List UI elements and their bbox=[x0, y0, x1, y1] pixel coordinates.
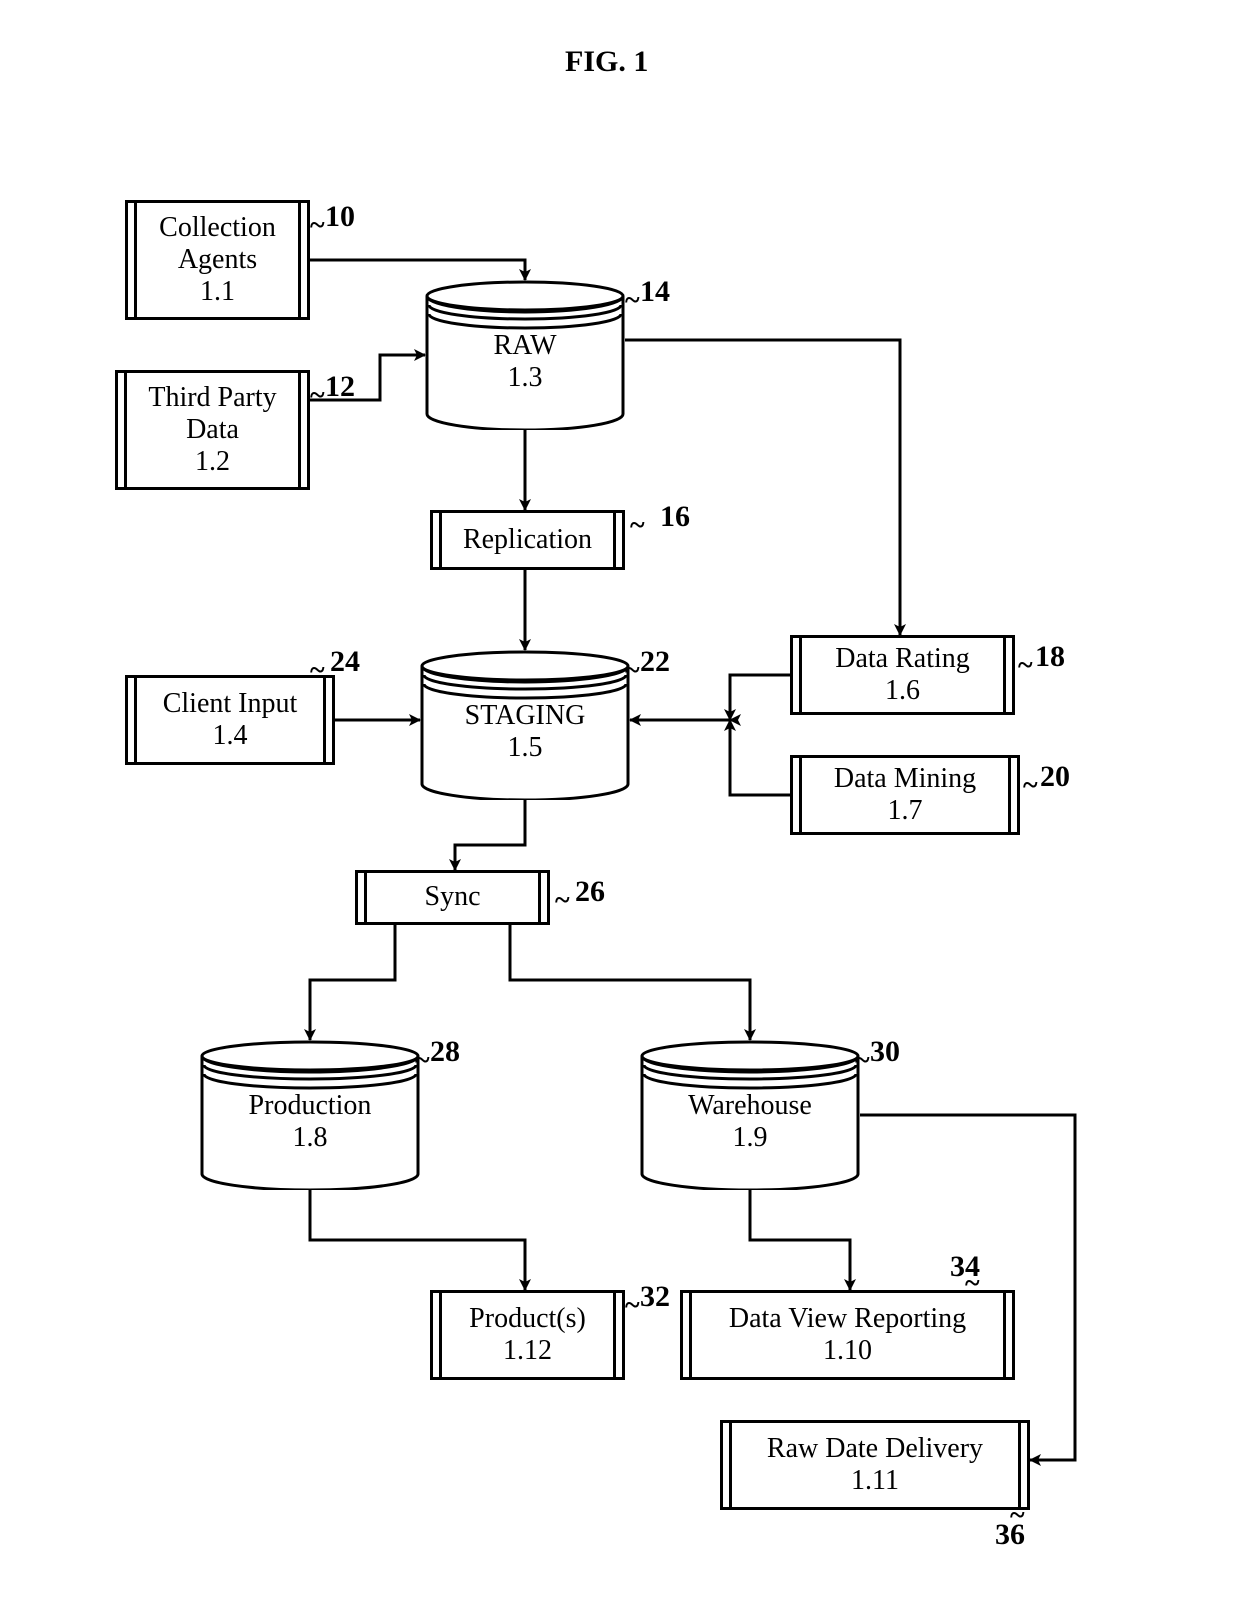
node-raw: RAW1.3 bbox=[425, 280, 625, 430]
node-collection-sub: 1.1 bbox=[200, 276, 235, 308]
node-warehouse-sub: 1.9 bbox=[640, 1122, 860, 1154]
ref-mark-products: ~ bbox=[625, 1290, 640, 1322]
node-warehouse-label: Warehouse bbox=[640, 1090, 860, 1122]
ref-products: 32 bbox=[640, 1280, 670, 1314]
node-datarating: Data Rating1.6 bbox=[790, 635, 1015, 715]
node-production: Production1.8 bbox=[200, 1040, 420, 1190]
node-production-sub: 1.8 bbox=[200, 1122, 420, 1154]
ref-replication: 16 bbox=[660, 500, 690, 534]
node-products-sub: 1.12 bbox=[503, 1335, 552, 1367]
ref-mark-rawdelivery: ~ bbox=[1010, 1500, 1025, 1532]
node-rawdelivery: Raw Date Delivery1.11 bbox=[720, 1420, 1030, 1510]
node-thirdparty-label: Third Party bbox=[148, 382, 276, 414]
node-datarating-sub: 1.6 bbox=[885, 675, 920, 707]
node-warehouse: Warehouse1.9 bbox=[640, 1040, 860, 1190]
ref-mark-staging: ~ bbox=[625, 655, 640, 687]
node-raw-label: RAW bbox=[425, 330, 625, 362]
node-thirdparty-sub: 1.2 bbox=[195, 446, 230, 478]
node-rawdelivery-label: Raw Date Delivery bbox=[767, 1433, 983, 1465]
node-products-label: Product(s) bbox=[469, 1303, 586, 1335]
ref-mark-dataview: ~ bbox=[965, 1268, 980, 1300]
ref-mark-sync: ~ bbox=[555, 885, 570, 917]
node-raw-sub: 1.3 bbox=[425, 362, 625, 394]
ref-raw: 14 bbox=[640, 275, 670, 309]
node-datamining: Data Mining1.7 bbox=[790, 755, 1020, 835]
node-staging: STAGING1.5 bbox=[420, 650, 630, 800]
node-thirdparty-label2: Data bbox=[186, 414, 239, 446]
node-datarating-label: Data Rating bbox=[835, 643, 970, 675]
node-datamining-label: Data Mining bbox=[834, 763, 976, 795]
node-datamining-sub: 1.7 bbox=[888, 795, 923, 827]
node-dataview-label: Data View Reporting bbox=[729, 1303, 966, 1335]
ref-production: 28 bbox=[430, 1035, 460, 1069]
node-collection-label: Collection bbox=[159, 212, 276, 244]
node-thirdparty: Third PartyData1.2 bbox=[115, 370, 310, 490]
ref-sync: 26 bbox=[575, 875, 605, 909]
ref-mark-raw: ~ bbox=[625, 285, 640, 317]
node-collection-label2: Agents bbox=[178, 244, 257, 276]
ref-collection: 10 bbox=[325, 200, 355, 234]
node-collection: CollectionAgents1.1 bbox=[125, 200, 310, 320]
ref-mark-warehouse: ~ bbox=[855, 1045, 870, 1077]
ref-mark-thirdparty: ~ bbox=[310, 380, 325, 412]
node-dataview: Data View Reporting1.10 bbox=[680, 1290, 1015, 1380]
node-dataview-sub: 1.10 bbox=[823, 1335, 872, 1367]
ref-mark-datarating: ~ bbox=[1018, 650, 1033, 682]
node-clientinput-label: Client Input bbox=[163, 688, 298, 720]
node-staging-label: STAGING bbox=[420, 700, 630, 732]
node-replication: Replication bbox=[430, 510, 625, 570]
ref-datamining: 20 bbox=[1040, 760, 1070, 794]
node-sync-label: Sync bbox=[425, 881, 481, 913]
node-clientinput: Client Input1.4 bbox=[125, 675, 335, 765]
ref-mark-collection: ~ bbox=[310, 210, 325, 242]
node-clientinput-sub: 1.4 bbox=[213, 720, 248, 752]
ref-datarating: 18 bbox=[1035, 640, 1065, 674]
ref-mark-datamining: ~ bbox=[1023, 770, 1038, 802]
node-sync: Sync bbox=[355, 870, 550, 925]
ref-mark-replication: ~ bbox=[630, 510, 645, 542]
node-rawdelivery-sub: 1.11 bbox=[851, 1465, 899, 1497]
node-replication-label: Replication bbox=[463, 524, 592, 556]
ref-mark-clientinput: ~ bbox=[310, 655, 325, 687]
ref-thirdparty: 12 bbox=[325, 370, 355, 404]
node-staging-sub: 1.5 bbox=[420, 732, 630, 764]
ref-warehouse: 30 bbox=[870, 1035, 900, 1069]
node-products: Product(s)1.12 bbox=[430, 1290, 625, 1380]
figure-title: FIG. 1 bbox=[565, 45, 648, 79]
node-production-label: Production bbox=[200, 1090, 420, 1122]
ref-clientinput: 24 bbox=[330, 645, 360, 679]
ref-mark-production: ~ bbox=[415, 1045, 430, 1077]
ref-staging: 22 bbox=[640, 645, 670, 679]
